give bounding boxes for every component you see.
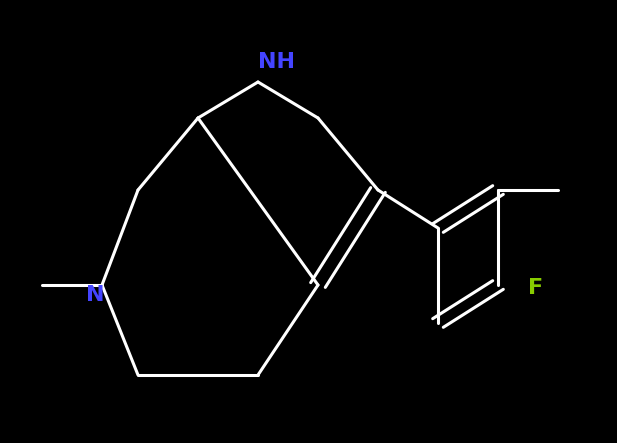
Text: N: N xyxy=(86,285,104,305)
Text: F: F xyxy=(528,278,543,298)
Text: NH: NH xyxy=(258,52,295,72)
